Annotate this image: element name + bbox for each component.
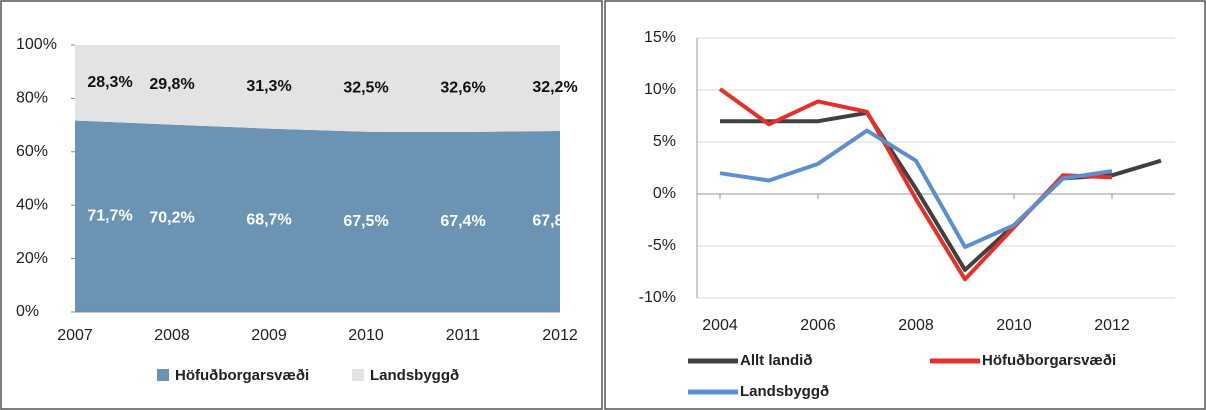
- line: [718, 87, 1113, 282]
- y-tick-label: 100%: [16, 36, 57, 53]
- y-tick-label: 40%: [16, 196, 48, 213]
- value-label: 29,8%: [149, 76, 194, 93]
- y-tick-label: 0%: [653, 185, 676, 202]
- y-tick-label: 20%: [16, 250, 48, 267]
- x-tick-label: 2006: [800, 317, 836, 334]
- value-label: 68,7%: [246, 212, 291, 229]
- legend-label: Allt landið: [740, 352, 813, 369]
- area: [75, 120, 560, 312]
- legend-label: Höfuðborgarsvæði: [175, 367, 309, 384]
- value-label: 67,4%: [440, 213, 485, 230]
- value-label: 32,2%: [532, 79, 577, 96]
- value-label: 32,5%: [343, 80, 388, 97]
- x-tick-label: 2012: [1094, 317, 1130, 334]
- y-tick-label: 0%: [16, 303, 39, 320]
- y-tick-label: 60%: [16, 143, 48, 160]
- x-tick-label: 2009: [251, 327, 287, 344]
- area: [75, 45, 560, 133]
- value-label: 67,8%: [532, 213, 577, 230]
- x-tick-label: 2010: [348, 327, 384, 344]
- x-tick-label: 2007: [57, 327, 93, 344]
- value-label: 28,3%: [87, 74, 132, 91]
- legend-swatch: [352, 369, 364, 381]
- left-panel: [0, 0, 603, 410]
- y-tick-label: 80%: [16, 90, 48, 107]
- legend-label: Landsbyggð: [740, 383, 829, 400]
- y-tick-label: 10%: [644, 81, 676, 98]
- y-tick-label: -10%: [639, 289, 676, 306]
- value-label: 70,2%: [149, 210, 194, 227]
- legend-swatch: [157, 369, 169, 381]
- legend-label: Landsbyggð: [370, 367, 459, 384]
- legend-label: Höfuðborgarsvæði: [982, 352, 1116, 369]
- value-label: 71,7%: [87, 207, 132, 224]
- right-panel: [604, 0, 1206, 410]
- y-tick-label: 15%: [644, 29, 676, 46]
- x-tick-label: 2012: [542, 327, 578, 344]
- value-label: 31,3%: [246, 78, 291, 95]
- x-tick-label: 2008: [898, 317, 934, 334]
- value-label: 32,6%: [440, 80, 485, 97]
- y-tick-label: -5%: [648, 237, 676, 254]
- x-tick-label: 2004: [702, 317, 738, 334]
- x-tick-label: 2010: [996, 317, 1032, 334]
- line: [719, 128, 1113, 250]
- y-tick-label: 5%: [653, 133, 676, 150]
- value-label: 67,5%: [343, 213, 388, 230]
- x-tick-label: 2008: [154, 327, 190, 344]
- x-tick-label: 2011: [446, 327, 481, 344]
